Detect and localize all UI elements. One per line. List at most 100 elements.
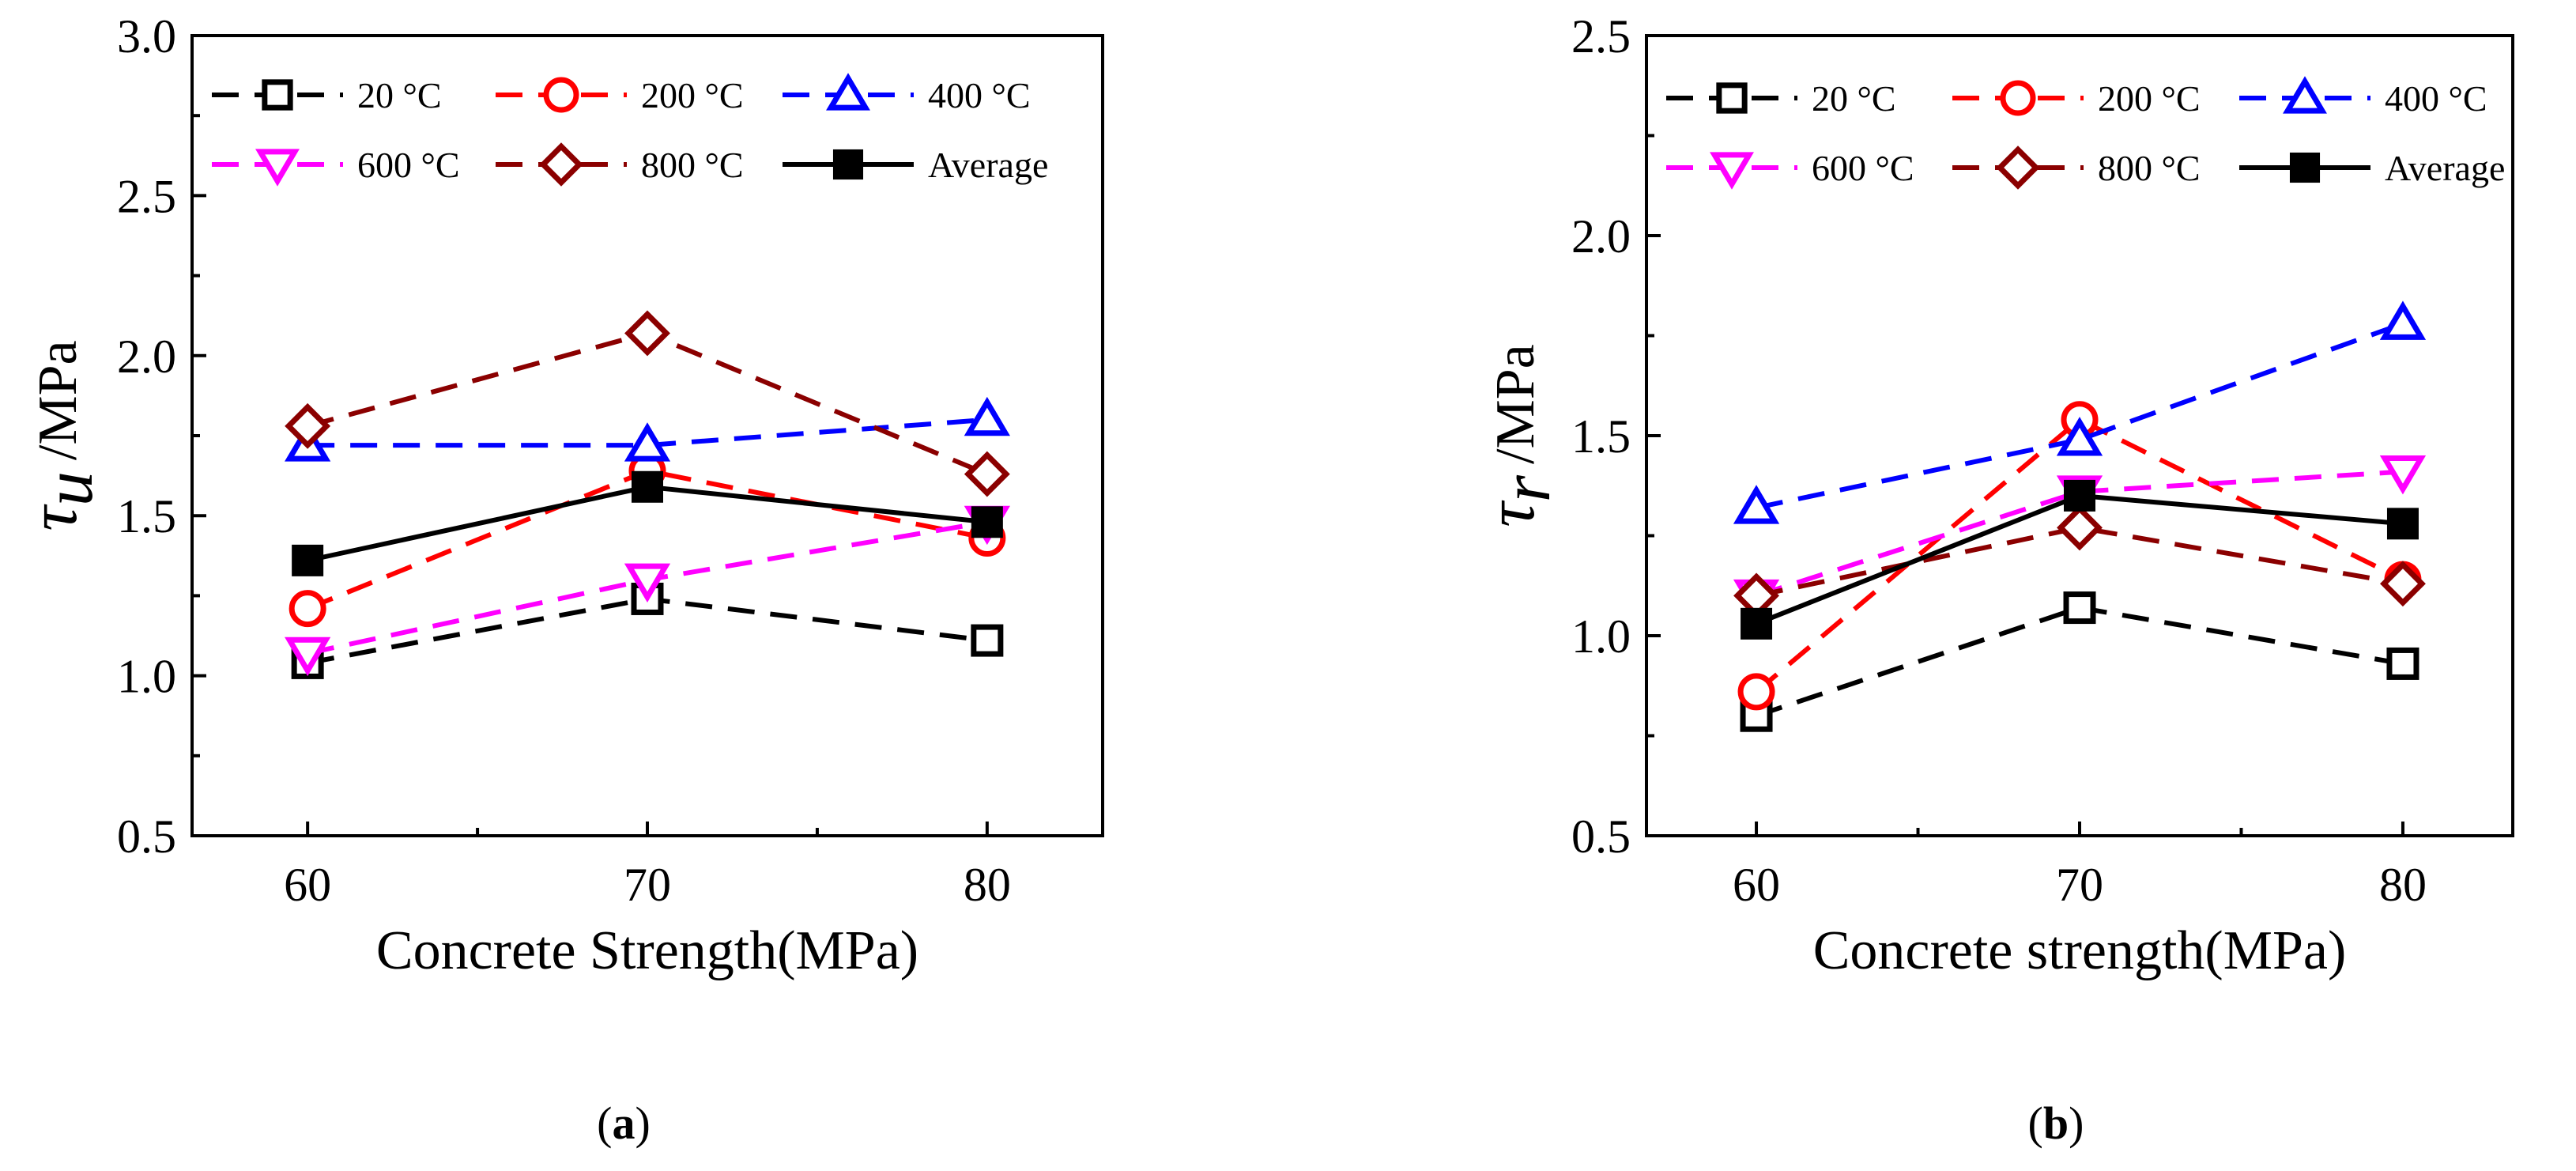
series-4: [285, 310, 1010, 497]
series-line: [1756, 469, 2404, 599]
series-line: [1756, 525, 2404, 599]
y-axis-symbol: τ: [15, 504, 92, 531]
panel-label: (a): [597, 1097, 651, 1149]
legend-marker: [255, 149, 300, 187]
legend-label: 600 °C: [1812, 148, 1914, 188]
y-tick-label: 2.0: [117, 331, 176, 383]
data-point: [971, 506, 1003, 538]
legend-item: Average: [2239, 148, 2505, 188]
x-tick-label: 60: [284, 859, 331, 911]
data-point: [1737, 673, 1775, 711]
y-tick-label: 3.0: [117, 10, 176, 62]
legend-item: 200 °C: [1952, 78, 2201, 119]
y-tick-label: 2.0: [1571, 210, 1631, 263]
legend-item: 800 °C: [1952, 145, 2201, 190]
y-axis-subscript: u: [31, 471, 107, 506]
legend-label: Average: [928, 145, 1048, 185]
legend-marker: [2283, 76, 2327, 114]
legend-marker: [262, 79, 293, 111]
legend-marker: [1716, 82, 1748, 114]
data-point: [292, 544, 324, 576]
y-tick-label: 1.0: [117, 651, 176, 703]
y-axis-symbol: τ: [1473, 500, 1549, 527]
x-axis-title: Concrete Strength(MPa): [376, 920, 918, 981]
x-axis-title: Concrete strength(MPa): [1813, 920, 2347, 981]
data-point: [964, 396, 1010, 436]
svg-text:τr/MPa: τr/MPa: [1473, 344, 1565, 527]
series-2: [1733, 300, 2427, 524]
legend-label: 200 °C: [641, 75, 744, 115]
legend-item: Average: [783, 145, 1048, 185]
data-point: [289, 590, 326, 628]
legend-label: 400 °C: [928, 75, 1031, 115]
legend-marker: [826, 73, 870, 111]
legend-marker: [832, 149, 864, 180]
data-point: [2386, 508, 2419, 540]
x-tick-label: 70: [2056, 859, 2103, 911]
y-tick-label: 1.5: [1571, 410, 1631, 463]
data-point: [2064, 479, 2095, 512]
data-point: [971, 624, 1004, 657]
series-line: [1756, 321, 2404, 511]
y-axis-unit: /MPa: [1485, 344, 1546, 464]
legend-label: 600 °C: [357, 145, 460, 185]
y-tick-label: 2.5: [117, 170, 176, 222]
y-axis-unit: /MPa: [28, 340, 89, 460]
legend-marker: [1996, 145, 2040, 190]
legend-item: 20 °C: [212, 75, 442, 115]
y-tick-label: 0.5: [1571, 810, 1631, 863]
x-tick-label: 60: [1733, 859, 1780, 911]
data-point: [285, 402, 331, 449]
data-point: [964, 451, 1010, 497]
x-tick-label: 80: [2379, 859, 2427, 911]
data-point: [2379, 300, 2427, 340]
y-tick-label: 2.5: [1571, 10, 1631, 62]
legend: 20 °C 200 °C 400 °C 600 °C 800 °C Average: [1666, 76, 2505, 190]
legend-label: 400 °C: [2385, 78, 2487, 119]
data-point: [632, 470, 663, 503]
data-point: [2063, 591, 2096, 625]
data-point: [2056, 417, 2103, 456]
data-point: [1741, 607, 1773, 640]
legend-item: 20 °C: [1666, 78, 1896, 119]
y-tick-label: 0.5: [117, 810, 176, 863]
legend-item: 800 °C: [496, 142, 744, 187]
legend-label: 20 °C: [357, 75, 442, 115]
legend-label: Average: [2385, 148, 2505, 188]
chart-panel-a: 0.5 1.0 1.5 2.0 2.5 3.0 60 70 80 Concrete Strengt…: [15, 10, 1104, 1149]
series-5: [292, 470, 1003, 576]
panel-label: (b): [2028, 1097, 2084, 1149]
data-point: [2380, 561, 2426, 607]
legend-item: 200 °C: [496, 75, 744, 115]
data-point: [624, 422, 671, 462]
legend-label: 200 °C: [2098, 78, 2201, 119]
legend-marker: [543, 77, 579, 113]
legend-item: 600 °C: [1666, 148, 1914, 190]
data-point: [1733, 485, 1780, 524]
data-point: [2057, 504, 2103, 551]
legend-label: 800 °C: [2098, 148, 2201, 188]
series-5: [1741, 479, 2419, 640]
legend-marker: [539, 142, 583, 187]
data-point: [2379, 455, 2427, 495]
y-axis-title: τr/MPa: [1473, 344, 1565, 527]
data-point: [2386, 647, 2419, 680]
legend: 20 °C 200 °C 400 °C 600 °C 800 °C Average: [212, 73, 1048, 187]
legend-marker: [2289, 152, 2321, 183]
legend-label: 800 °C: [641, 145, 744, 185]
x-tick-label: 80: [964, 859, 1011, 911]
legend-marker: [1710, 152, 1754, 190]
series-0: [1740, 591, 2419, 732]
data-point: [285, 636, 331, 677]
legend-marker: [2000, 80, 2036, 116]
data-point: [624, 563, 671, 603]
data-point: [624, 310, 670, 357]
y-tick-label: 1.0: [1571, 610, 1631, 663]
legend-item: 400 °C: [783, 73, 1031, 115]
legend-item: 600 °C: [212, 145, 460, 187]
y-axis-title: τu/MPa: [15, 340, 107, 531]
legend-label: 20 °C: [1812, 78, 1896, 119]
legend-item: 400 °C: [2239, 76, 2487, 119]
svg-text:τu/MPa: τu/MPa: [15, 340, 107, 531]
